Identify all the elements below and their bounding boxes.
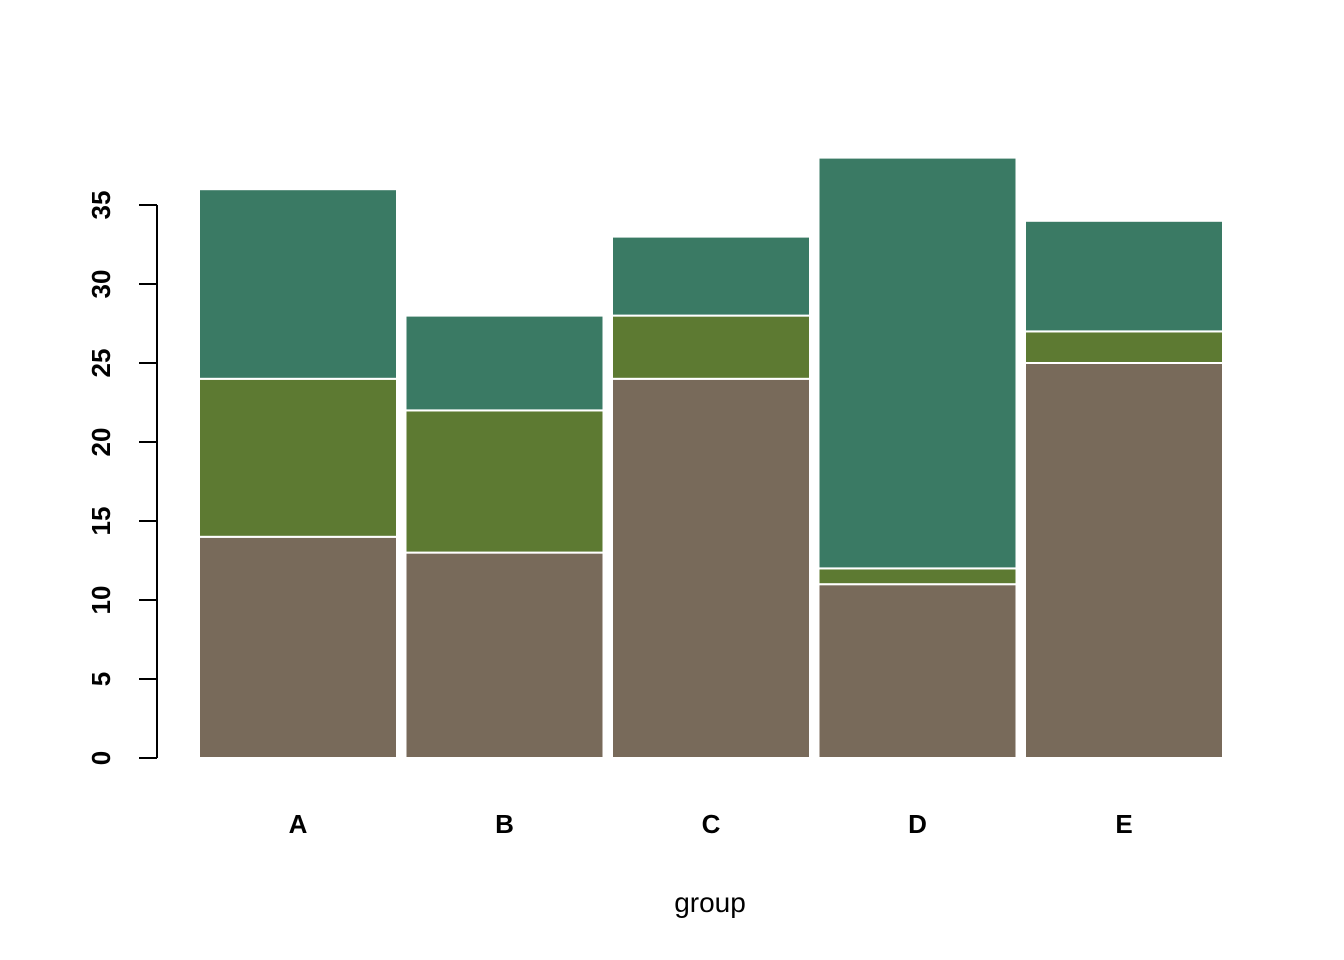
bar-segment-a-2 bbox=[198, 377, 398, 538]
x-tick-label-e: E bbox=[1115, 809, 1132, 839]
bar-segment-b-3 bbox=[404, 314, 605, 412]
bar-segment-e-2 bbox=[1024, 330, 1224, 364]
y-tick-label-5: 5 bbox=[86, 672, 116, 686]
y-tick-label-25: 25 bbox=[86, 349, 116, 378]
y-tick-label-0: 0 bbox=[86, 751, 116, 765]
bar-segment-c-2 bbox=[611, 314, 811, 380]
y-tick-label-35: 35 bbox=[86, 191, 116, 220]
bar-segment-e-1 bbox=[1024, 362, 1224, 759]
y-tick-label-30: 30 bbox=[86, 270, 116, 299]
x-tick-label-b: B bbox=[495, 809, 514, 839]
y-axis: 0 5 10 15 20 25 30 35 bbox=[86, 191, 158, 765]
bar-segment-d-2 bbox=[817, 567, 1018, 586]
bar-segment-d-1 bbox=[817, 583, 1018, 760]
y-tick-label-15: 15 bbox=[86, 507, 116, 536]
x-axis-title: group bbox=[674, 887, 746, 918]
y-tick-label-20: 20 bbox=[86, 428, 116, 457]
y-tick-label-10: 10 bbox=[86, 586, 116, 615]
bar-segment-c-1 bbox=[611, 377, 811, 759]
bar-segment-d-3 bbox=[817, 156, 1018, 570]
bar-segment-b-1 bbox=[404, 551, 605, 759]
x-tick-label-c: C bbox=[702, 809, 721, 839]
bars-layer bbox=[198, 156, 1224, 760]
bar-segment-c-3 bbox=[611, 235, 811, 317]
bar-segment-a-1 bbox=[198, 535, 398, 759]
y-ticks: 0 5 10 15 20 25 30 35 bbox=[86, 191, 157, 765]
bar-segment-b-2 bbox=[404, 409, 605, 554]
bar-segment-e-3 bbox=[1024, 219, 1224, 333]
x-tick-label-a: A bbox=[289, 809, 308, 839]
x-tick-label-d: D bbox=[908, 809, 927, 839]
x-axis: A B C D E bbox=[289, 809, 1133, 839]
bar-segment-a-3 bbox=[198, 188, 398, 380]
x-tick-labels: A B C D E bbox=[289, 809, 1133, 839]
